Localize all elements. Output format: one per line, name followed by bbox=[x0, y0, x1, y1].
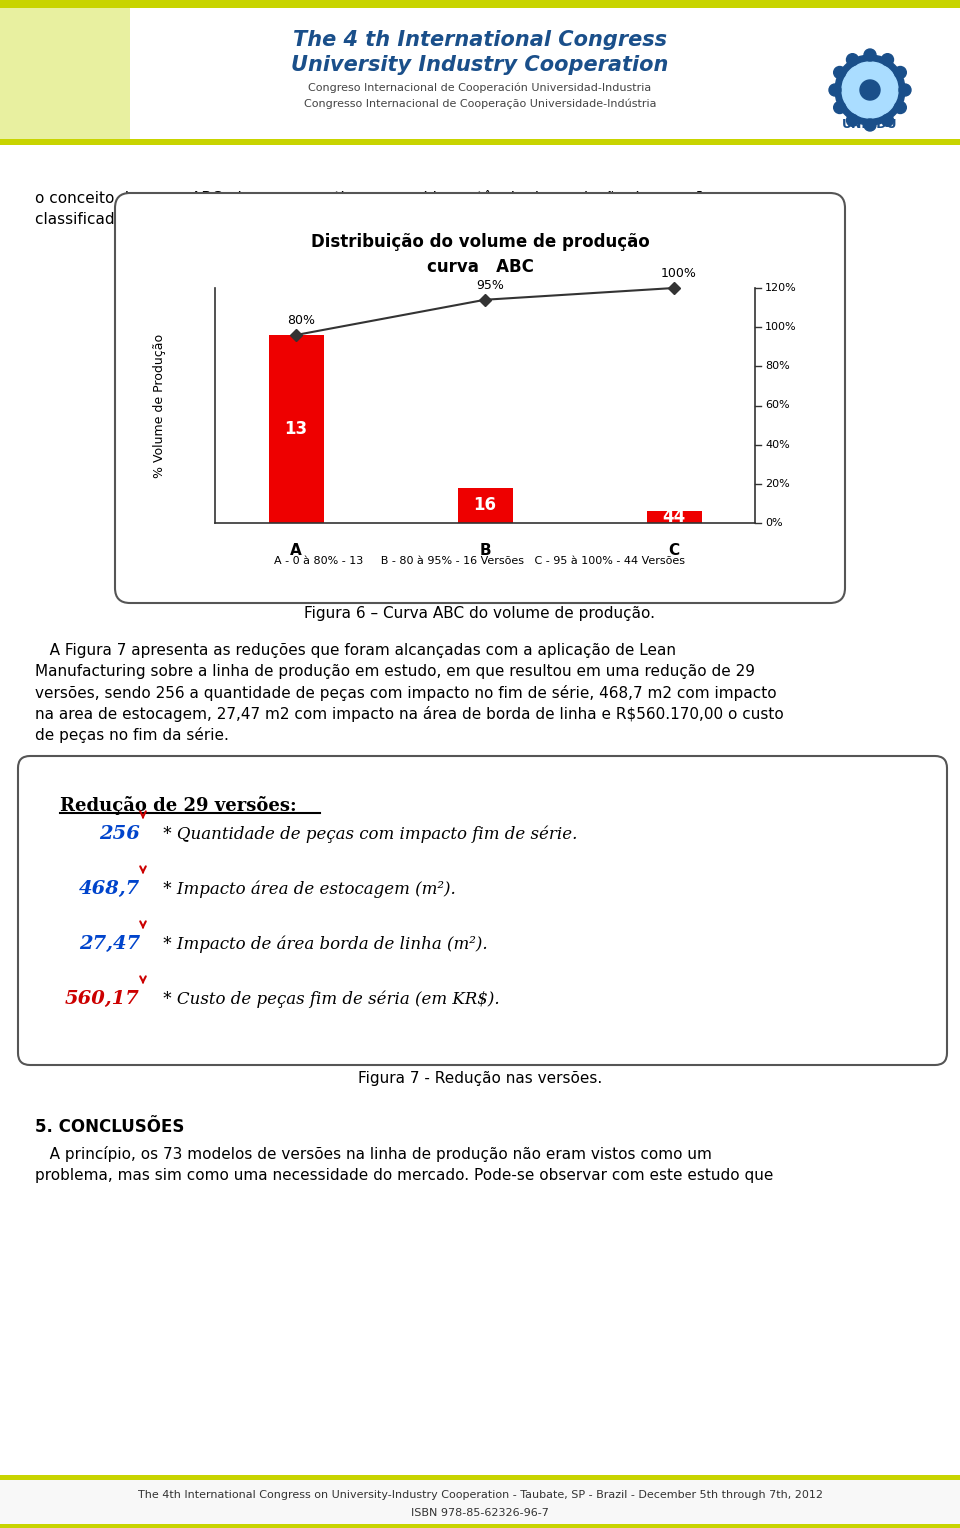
Text: * Impacto de área borda de linha (m²).: * Impacto de área borda de linha (m²). bbox=[158, 935, 488, 953]
Text: 20%: 20% bbox=[765, 478, 790, 489]
Circle shape bbox=[835, 55, 905, 125]
Text: na area de estocagem, 27,47 m2 com impacto na área de borda de linha e R$560.170: na area de estocagem, 27,47 m2 com impac… bbox=[35, 706, 783, 723]
Text: versões, sendo 256 a quantidade de peças com impacto no fim de série, 468,7 m2 c: versões, sendo 256 a quantidade de peças… bbox=[35, 685, 777, 701]
Text: 27,47: 27,47 bbox=[79, 935, 140, 953]
Circle shape bbox=[833, 67, 846, 78]
Bar bbox=[0, 1523, 960, 1528]
Bar bbox=[458, 487, 513, 523]
Text: A Figura 7 apresenta as reduções que foram alcançadas com a aplicação de Lean: A Figura 7 apresenta as reduções que for… bbox=[35, 643, 676, 659]
Bar bbox=[0, 139, 960, 145]
Bar bbox=[0, 8, 130, 139]
Text: 16: 16 bbox=[473, 497, 496, 515]
Bar bbox=[0, 0, 960, 8]
Circle shape bbox=[899, 84, 911, 96]
Circle shape bbox=[895, 101, 906, 113]
Circle shape bbox=[847, 53, 858, 66]
Circle shape bbox=[895, 67, 906, 78]
Text: 120%: 120% bbox=[765, 283, 797, 293]
Text: 560,17: 560,17 bbox=[65, 990, 140, 1008]
Text: University Industry Cooperation: University Industry Cooperation bbox=[291, 55, 669, 75]
Text: 468,7: 468,7 bbox=[79, 880, 140, 898]
Text: de peças no fim da série.: de peças no fim da série. bbox=[35, 727, 228, 743]
Bar bbox=[0, 1476, 960, 1528]
Text: * Custo de peças fim de séria (em KR$).: * Custo de peças fim de séria (em KR$). bbox=[158, 990, 499, 1008]
FancyBboxPatch shape bbox=[115, 193, 845, 604]
Circle shape bbox=[864, 119, 876, 131]
Text: 100%: 100% bbox=[765, 322, 797, 332]
Text: problema, mas sim como uma necessidade do mercado. Pode-se observar com este est: problema, mas sim como uma necessidade d… bbox=[35, 1167, 774, 1183]
Text: ISBN 978-85-62326-96-7: ISBN 978-85-62326-96-7 bbox=[411, 1508, 549, 1517]
Bar bbox=[646, 512, 702, 523]
Bar bbox=[269, 335, 324, 523]
Text: Manufacturing sobre a linha de produção em estudo, em que resultou em uma reduçã: Manufacturing sobre a linha de produção … bbox=[35, 665, 755, 678]
Text: The 4 th International Congress: The 4 th International Congress bbox=[293, 31, 667, 50]
Text: A: A bbox=[290, 542, 301, 558]
Text: The 4th International Congress on University-Industry Cooperation - Taubate, SP : The 4th International Congress on Univer… bbox=[137, 1490, 823, 1500]
Text: 80%: 80% bbox=[765, 361, 790, 371]
Circle shape bbox=[864, 49, 876, 61]
Text: Distribuição do volume de produção: Distribuição do volume de produção bbox=[311, 232, 649, 251]
Text: 44: 44 bbox=[662, 509, 685, 526]
Circle shape bbox=[860, 79, 880, 99]
Text: B: B bbox=[479, 542, 491, 558]
Text: classificadas na coluna C, que representa um total de 44 versões.: classificadas na coluna C, que represent… bbox=[35, 212, 540, 228]
Text: 100%: 100% bbox=[661, 267, 697, 280]
Bar bbox=[0, 1475, 960, 1481]
Text: 40%: 40% bbox=[765, 440, 790, 449]
Circle shape bbox=[881, 53, 894, 66]
Text: Redução de 29 versões:: Redução de 29 versões: bbox=[60, 796, 297, 814]
Text: 95%: 95% bbox=[476, 278, 504, 292]
Text: 13: 13 bbox=[284, 420, 307, 439]
Text: curva   ABC: curva ABC bbox=[426, 258, 534, 277]
Circle shape bbox=[833, 101, 846, 113]
Text: o conceito da curva ABC, deve-se questionar a real importância da produção das v: o conceito da curva ABC, deve-se questio… bbox=[35, 189, 722, 206]
Text: 5. CONCLUSÕES: 5. CONCLUSÕES bbox=[35, 1118, 184, 1135]
Text: C: C bbox=[668, 542, 680, 558]
Text: Figura 7 - Redução nas versões.: Figura 7 - Redução nas versões. bbox=[358, 1071, 602, 1086]
Text: UNINDU: UNINDU bbox=[842, 118, 898, 131]
Text: % Volume de Produção: % Volume de Produção bbox=[154, 333, 166, 478]
Text: Figura 6 – Curva ABC do volume de produção.: Figura 6 – Curva ABC do volume de produç… bbox=[304, 607, 656, 620]
Circle shape bbox=[881, 115, 894, 127]
Text: Congreso Internacional de Cooperación Universidad-Industria: Congreso Internacional de Cooperación Un… bbox=[308, 83, 652, 93]
Text: A - 0 à 80% - 13     B - 80 à 95% - 16 Versões   C - 95 à 100% - 44 Versões: A - 0 à 80% - 13 B - 80 à 95% - 16 Versõ… bbox=[275, 556, 685, 565]
FancyBboxPatch shape bbox=[18, 756, 947, 1065]
Bar bbox=[0, 8, 960, 139]
Circle shape bbox=[829, 84, 841, 96]
Text: * Quantidade de peças com impacto fim de série.: * Quantidade de peças com impacto fim de… bbox=[158, 825, 577, 843]
Text: 60%: 60% bbox=[765, 400, 790, 411]
Text: A princípio, os 73 modelos de versões na linha de produção não eram vistos como : A princípio, os 73 modelos de versões na… bbox=[35, 1146, 712, 1161]
Circle shape bbox=[842, 63, 898, 118]
Text: 0%: 0% bbox=[765, 518, 782, 529]
Text: * Impacto área de estocagem (m²).: * Impacto área de estocagem (m²). bbox=[158, 880, 456, 898]
Text: 256: 256 bbox=[99, 825, 140, 843]
Text: Congresso Internacional de Cooperação Universidade-Indústria: Congresso Internacional de Cooperação Un… bbox=[303, 99, 657, 108]
Text: 80%: 80% bbox=[287, 313, 315, 327]
Circle shape bbox=[847, 115, 858, 127]
